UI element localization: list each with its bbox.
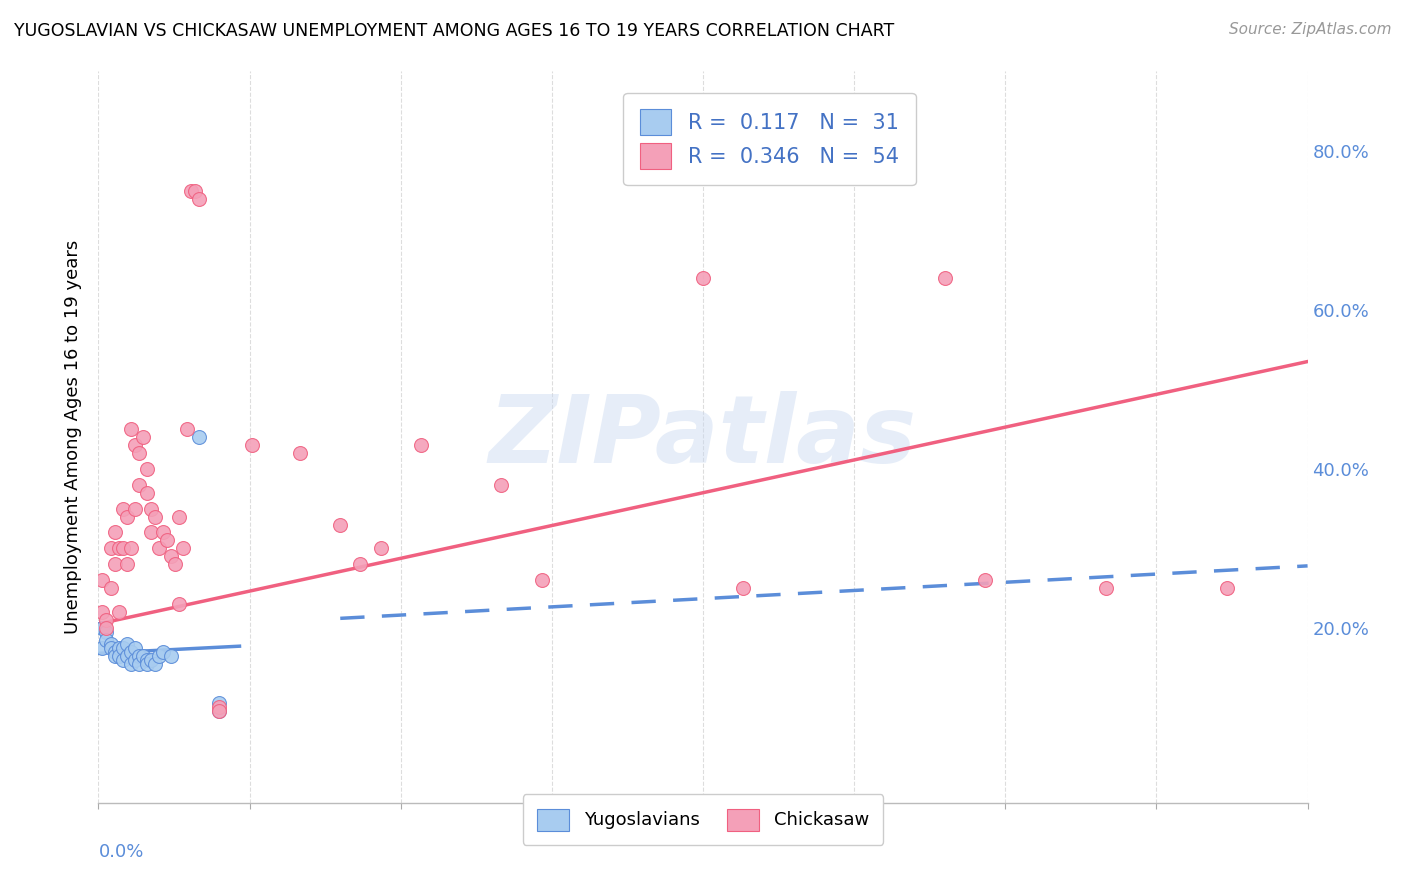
Point	[167, 509, 190, 524]
Point	[91, 621, 114, 635]
Point	[934, 271, 956, 285]
Point	[115, 509, 138, 524]
Point	[974, 573, 997, 587]
Y-axis label: Unemployment Among Ages 16 to 19 years: Unemployment Among Ages 16 to 19 years	[63, 240, 82, 634]
Point	[167, 597, 190, 611]
Point	[135, 653, 157, 667]
Text: ZIPatlas: ZIPatlas	[489, 391, 917, 483]
Point	[111, 653, 134, 667]
Point	[491, 477, 513, 491]
Point	[128, 657, 150, 671]
Point	[148, 541, 170, 556]
Point	[124, 640, 146, 655]
Point	[188, 430, 211, 444]
Point	[409, 438, 432, 452]
Legend: Yugoslavians, Chickasaw: Yugoslavians, Chickasaw	[523, 794, 883, 845]
Point	[120, 645, 142, 659]
Point	[530, 573, 553, 587]
Point	[128, 446, 150, 460]
Text: 0.0%: 0.0%	[98, 843, 143, 861]
Point	[100, 640, 122, 655]
Point	[156, 533, 179, 548]
Point	[115, 637, 138, 651]
Point	[103, 558, 125, 572]
Point	[107, 640, 129, 655]
Point	[208, 700, 231, 714]
Point	[120, 657, 142, 671]
Point	[115, 648, 138, 663]
Point	[148, 648, 170, 663]
Point	[143, 509, 166, 524]
Point	[111, 541, 134, 556]
Point	[96, 624, 118, 639]
Point	[288, 446, 311, 460]
Point	[184, 184, 207, 198]
Point	[180, 184, 202, 198]
Point	[128, 648, 150, 663]
Point	[152, 645, 174, 659]
Point	[240, 438, 263, 452]
Point	[139, 653, 162, 667]
Point	[370, 541, 392, 556]
Point	[188, 192, 211, 206]
Point	[139, 501, 162, 516]
Point	[349, 558, 371, 572]
Point	[152, 525, 174, 540]
Point	[208, 697, 231, 711]
Point	[208, 705, 231, 719]
Point	[100, 541, 122, 556]
Point	[143, 657, 166, 671]
Point	[135, 462, 157, 476]
Point	[107, 605, 129, 619]
Point	[96, 621, 118, 635]
Point	[124, 653, 146, 667]
Point	[124, 501, 146, 516]
Point	[172, 541, 194, 556]
Point	[128, 477, 150, 491]
Point	[100, 637, 122, 651]
Point	[733, 581, 755, 595]
Point	[100, 581, 122, 595]
Point	[1216, 581, 1239, 595]
Point	[103, 648, 125, 663]
Point	[115, 558, 138, 572]
Point	[111, 640, 134, 655]
Text: YUGOSLAVIAN VS CHICKASAW UNEMPLOYMENT AMONG AGES 16 TO 19 YEARS CORRELATION CHAR: YUGOSLAVIAN VS CHICKASAW UNEMPLOYMENT AM…	[14, 22, 894, 40]
Point	[176, 422, 198, 436]
Point	[103, 525, 125, 540]
Point	[107, 541, 129, 556]
Point	[132, 648, 155, 663]
Point	[107, 648, 129, 663]
Point	[91, 573, 114, 587]
Point	[135, 657, 157, 671]
Point	[91, 640, 114, 655]
Point	[120, 541, 142, 556]
Point	[160, 549, 183, 564]
Point	[692, 271, 714, 285]
Point	[103, 645, 125, 659]
Point	[139, 525, 162, 540]
Point	[1095, 581, 1118, 595]
Point	[208, 705, 231, 719]
Point	[96, 613, 118, 627]
Point	[111, 501, 134, 516]
Point	[132, 430, 155, 444]
Point	[329, 517, 352, 532]
Point	[124, 438, 146, 452]
Point	[96, 632, 118, 647]
Point	[135, 485, 157, 500]
Point	[91, 605, 114, 619]
Point	[163, 558, 186, 572]
Text: Source: ZipAtlas.com: Source: ZipAtlas.com	[1229, 22, 1392, 37]
Point	[160, 648, 183, 663]
Point	[120, 422, 142, 436]
